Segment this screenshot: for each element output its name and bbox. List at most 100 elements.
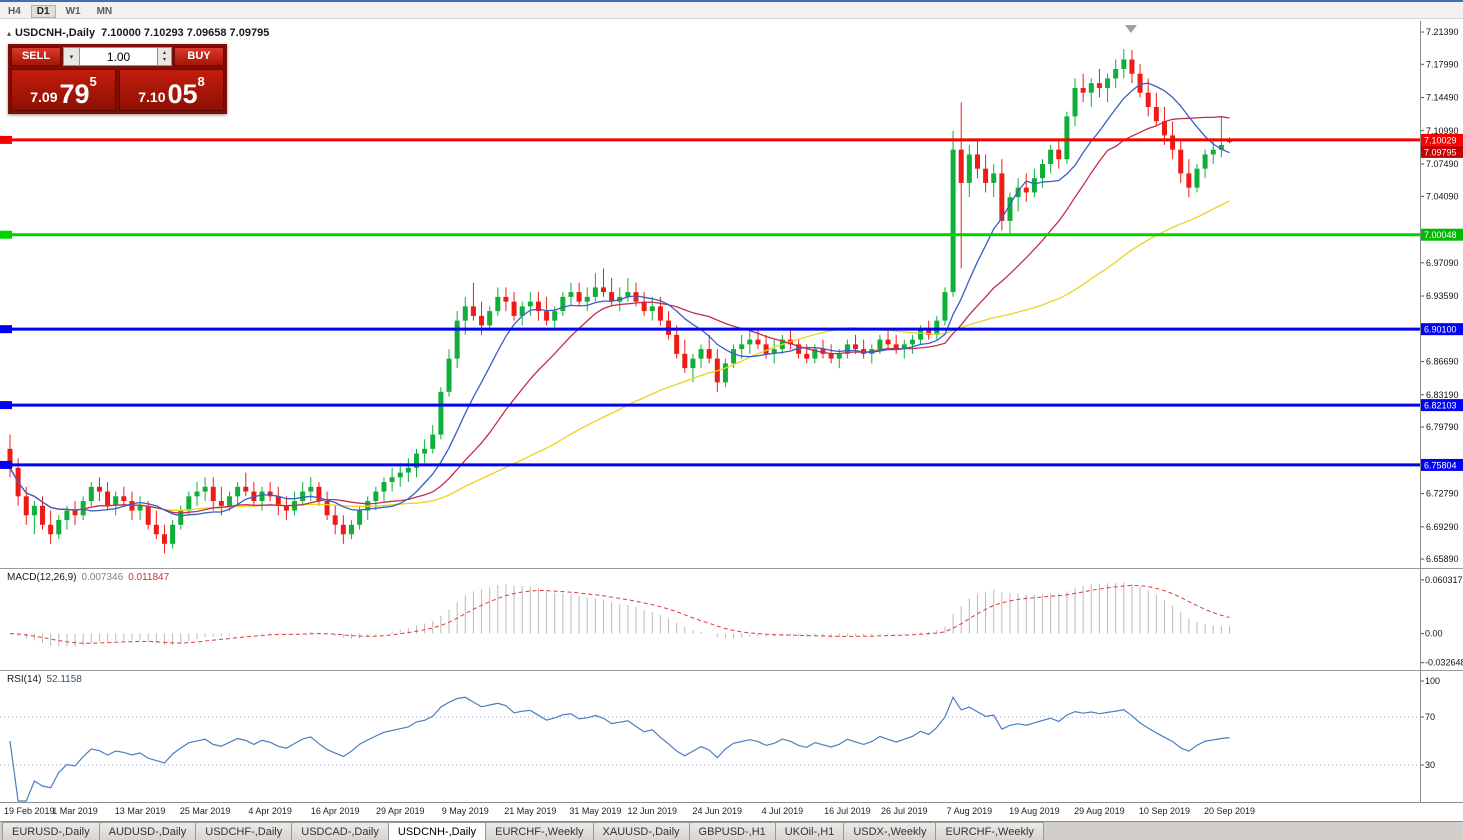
chart-tab-usdcad-daily[interactable]: USDCAD-,Daily [291, 822, 389, 840]
svg-text:6.86690: 6.86690 [1426, 357, 1459, 367]
svg-text:6.75804: 6.75804 [1424, 460, 1457, 470]
buy-price-head: 7.10 [138, 89, 166, 105]
buy-price-sup: 8 [197, 74, 205, 89]
svg-text:70: 70 [1425, 712, 1435, 722]
hline-left-marker [0, 460, 12, 469]
svg-text:7.10029: 7.10029 [1424, 135, 1457, 145]
macd-name: MACD(12,26,9) [7, 572, 77, 583]
svg-text:7.14490: 7.14490 [1426, 93, 1459, 103]
svg-text:7.00048: 7.00048 [1424, 230, 1457, 240]
timeframe-button-mn[interactable]: MN [96, 6, 113, 17]
svg-text:7.09795: 7.09795 [1424, 147, 1457, 157]
svg-text:6.82103: 6.82103 [1424, 401, 1457, 411]
sell-price-sup: 5 [89, 74, 97, 89]
svg-text:100: 100 [1425, 676, 1440, 686]
svg-text:6.72790: 6.72790 [1426, 489, 1459, 499]
chart-tab-ukoil-h1[interactable]: UKOil-,H1 [774, 822, 845, 840]
buy-button[interactable]: BUY [174, 47, 224, 66]
rsi-indicator-label: RSI(14) 52.1158 [7, 674, 82, 685]
macd-indicator-label: MACD(12,26,9) 0.007346 0.011847 [7, 572, 169, 583]
ma-fast-blue-line [9, 82, 1230, 517]
chart-tab-eurchf-weekly[interactable]: EURCHF-,Weekly [935, 822, 1044, 840]
chart-tab-eurchf-weekly[interactable]: EURCHF-,Weekly [485, 822, 594, 840]
sell-price-head: 7.09 [30, 89, 58, 105]
date-label: 19 Aug 2019 [1009, 806, 1060, 816]
price-badge-7.09795: 7.09795 [1421, 145, 1463, 158]
chart-ohlc-values: 7.10000 7.10293 7.09658 7.09795 [101, 27, 270, 39]
svg-text:6.79790: 6.79790 [1426, 422, 1459, 432]
chart-tab-eurusd-daily[interactable]: EURUSD-,Daily [2, 822, 100, 840]
svg-text:6.65890: 6.65890 [1426, 554, 1459, 564]
spinner-down-icon: ▾ [162, 56, 166, 63]
candles-layer [7, 49, 1232, 554]
rsi-line [9, 696, 1230, 802]
date-label: 20 Sep 2019 [1203, 806, 1256, 816]
rsi-axis-labels: 100 70 30 [1421, 676, 1440, 770]
date-label: 9 May 2019 [441, 806, 489, 816]
svg-text:6.83190: 6.83190 [1426, 390, 1459, 400]
volume-input[interactable] [80, 47, 158, 66]
date-label: 31 May 2019 [569, 806, 622, 816]
date-label: 1 Mar 2019 [52, 806, 98, 816]
date-label: 25 Mar 2019 [179, 806, 231, 816]
svg-text:6.69290: 6.69290 [1426, 522, 1459, 532]
spinner-up-icon: ▴ [162, 49, 166, 56]
chart-tab-audusd-daily[interactable]: AUDUSD-,Daily [98, 822, 197, 840]
chart-title: ▴ USDCNH-,Daily 7.10000 7.10293 7.09658 7.… [7, 27, 269, 39]
sell-price-display[interactable]: 7.09 79 5 [11, 69, 116, 111]
macd-signal-line [9, 584, 1230, 644]
price-badge-6.75804: 6.75804 [1421, 458, 1463, 471]
date-axis[interactable]: 19 Feb 2019 1 Mar 2019 13 Mar 2019 25 Mar 2… [0, 802, 1463, 821]
price-badge-7.10029: 7.10029 [1421, 133, 1463, 146]
timeframe-toolbar: H4 D1 W1 MN [0, 2, 1463, 19]
volume-dropdown-button[interactable]: ▾ [63, 47, 80, 66]
macd-axis-labels: 0.060317 0.00 -0.032648 [1421, 575, 1463, 668]
date-label: 7 Aug 2019 [946, 806, 993, 816]
chart-tab-xauusd-daily[interactable]: XAUUSD-,Daily [592, 822, 690, 840]
trade-controls-row: SELL ▾ ▴▾ BUY [11, 47, 224, 66]
hline-left-marker [0, 401, 12, 410]
svg-text:7.17990: 7.17990 [1426, 59, 1459, 69]
chart-symbol-timeframe: USDCNH-,Daily [15, 27, 96, 39]
chart-shift-marker-icon[interactable] [1125, 25, 1137, 33]
hline-left-marker [0, 230, 12, 239]
main-price-chart[interactable]: 7.21390 7.17990 7.14490 7.10990 7.07490 7.040… [0, 21, 1463, 568]
svg-text:0.060317: 0.060317 [1425, 575, 1463, 585]
date-label: 4 Jul 2019 [761, 806, 804, 816]
chevron-down-icon: ▾ [69, 53, 74, 61]
price-badge-7.00048: 7.00048 [1421, 228, 1463, 241]
timeframe-button-h4[interactable]: H4 [8, 6, 21, 17]
buy-price-big: 05 [167, 79, 198, 109]
chart-tab-gbpusd-h1[interactable]: GBPUSD-,H1 [688, 822, 776, 840]
timeframe-button-d1[interactable]: D1 [30, 5, 56, 18]
price-axis-labels: 7.21390 7.17990 7.14490 7.10990 7.07490 7.040… [1421, 27, 1459, 564]
svg-text:30: 30 [1425, 760, 1435, 770]
date-label: 29 Apr 2019 [375, 806, 425, 816]
date-label: 24 Jun 2019 [692, 806, 743, 816]
timeframe-button-w1[interactable]: W1 [65, 6, 81, 17]
svg-text:7.04090: 7.04090 [1426, 191, 1459, 201]
date-label: 4 Apr 2019 [248, 806, 292, 816]
rsi-indicator-panel[interactable]: 100 70 30 [0, 670, 1463, 802]
date-label: 19 Feb 2019 [4, 806, 55, 816]
macd-indicator-panel[interactable]: 0.060317 0.00 -0.032648 [0, 568, 1463, 670]
volume-spinner[interactable]: ▴ ▾ [158, 47, 172, 66]
sell-price-big: 79 [59, 79, 90, 109]
buy-price-display[interactable]: 7.10 05 8 [119, 69, 224, 111]
macd-signal-value: 0.011847 [128, 572, 170, 583]
chart-tab-bar: EURUSD-,Daily AUDUSD-,Daily USDCHF-,Daily U… [0, 821, 1463, 840]
collapse-triangle-icon[interactable]: ▴ [7, 29, 12, 38]
sell-button[interactable]: SELL [11, 47, 61, 66]
hline-left-marker [0, 135, 12, 144]
svg-text:7.21390: 7.21390 [1426, 27, 1459, 37]
timeframe-buttons: H4 D1 W1 MN [0, 2, 120, 19]
price-badge-6.82103: 6.82103 [1421, 399, 1463, 412]
svg-text:7.07490: 7.07490 [1426, 159, 1459, 169]
chart-tab-usdx-weekly[interactable]: USDX-,Weekly [843, 822, 937, 840]
svg-text:0.00: 0.00 [1425, 629, 1443, 639]
date-label: 10 Sep 2019 [1138, 806, 1190, 816]
svg-text:6.90100: 6.90100 [1424, 325, 1457, 335]
chart-tab-usdchf-daily[interactable]: USDCHF-,Daily [195, 822, 293, 840]
chart-tab-usdcnh-daily[interactable]: USDCNH-,Daily [387, 822, 487, 840]
